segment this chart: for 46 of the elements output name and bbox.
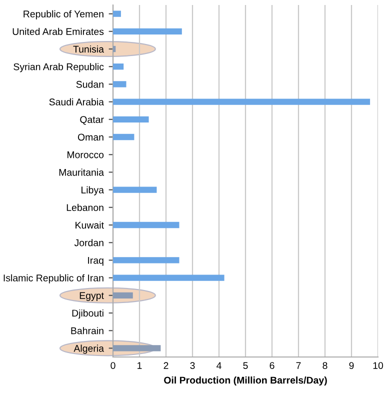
bar [113, 222, 180, 228]
y-tick-label: Oman [78, 134, 104, 141]
bar [113, 134, 134, 140]
x-tick-label: 4 [216, 362, 222, 369]
y-tick-label: Republic of Yemen [24, 10, 104, 20]
x-tick-label: 9 [349, 362, 354, 369]
x-tick-label: 7 [296, 362, 301, 369]
y-tick-label: Tunisia [73, 45, 104, 53]
x-tick-label: 5 [243, 362, 248, 369]
y-tick-label: Bahrain [71, 327, 104, 334]
bar [113, 64, 124, 70]
y-tick-label: Iraq [88, 257, 104, 266]
y-tick-label: Islamic Republic of Iran [4, 274, 104, 284]
x-tick-label: 6 [270, 362, 274, 369]
bar [113, 81, 126, 88]
y-tick-label: Mauritania [59, 168, 104, 176]
x-tick-label: 2 [164, 362, 168, 369]
y-tick-label: Djibouti [72, 309, 104, 319]
x-axis-title: Oil Production (Million Barrels/Day) [164, 376, 327, 386]
bar [113, 98, 370, 105]
y-tick-label: Syrian Arab Republic [14, 63, 104, 72]
bar [113, 28, 182, 34]
x-tick-label: 10 [373, 362, 384, 369]
y-tick-label: Algeria [74, 344, 104, 354]
x-tick-label: 0 [110, 362, 116, 369]
y-tick-label: Kuwait [76, 221, 104, 229]
bar [113, 274, 224, 281]
bar [113, 257, 180, 264]
bar [113, 186, 157, 193]
y-tick-label: Jordan [74, 239, 104, 246]
x-tick-label: 8 [322, 362, 328, 369]
y-tick-label: United Arab Emirates [12, 28, 104, 36]
x-tick-label: 1 [138, 362, 142, 369]
y-tick-label: Saudi Arabia [49, 98, 104, 106]
bar [113, 345, 161, 352]
bar [113, 46, 116, 52]
x-tick-label: 3 [190, 362, 195, 369]
bar [113, 292, 133, 298]
y-tick-label: Lebanon [66, 204, 104, 212]
bar [113, 10, 121, 17]
y-tick-label: Qatar [80, 116, 104, 125]
y-tick-label: Libya [82, 186, 104, 196]
y-tick-label: Sudan [76, 80, 104, 88]
bar [113, 116, 149, 122]
y-tick-label: Egypt [80, 292, 104, 301]
y-tick-label: Morocco [67, 151, 104, 158]
